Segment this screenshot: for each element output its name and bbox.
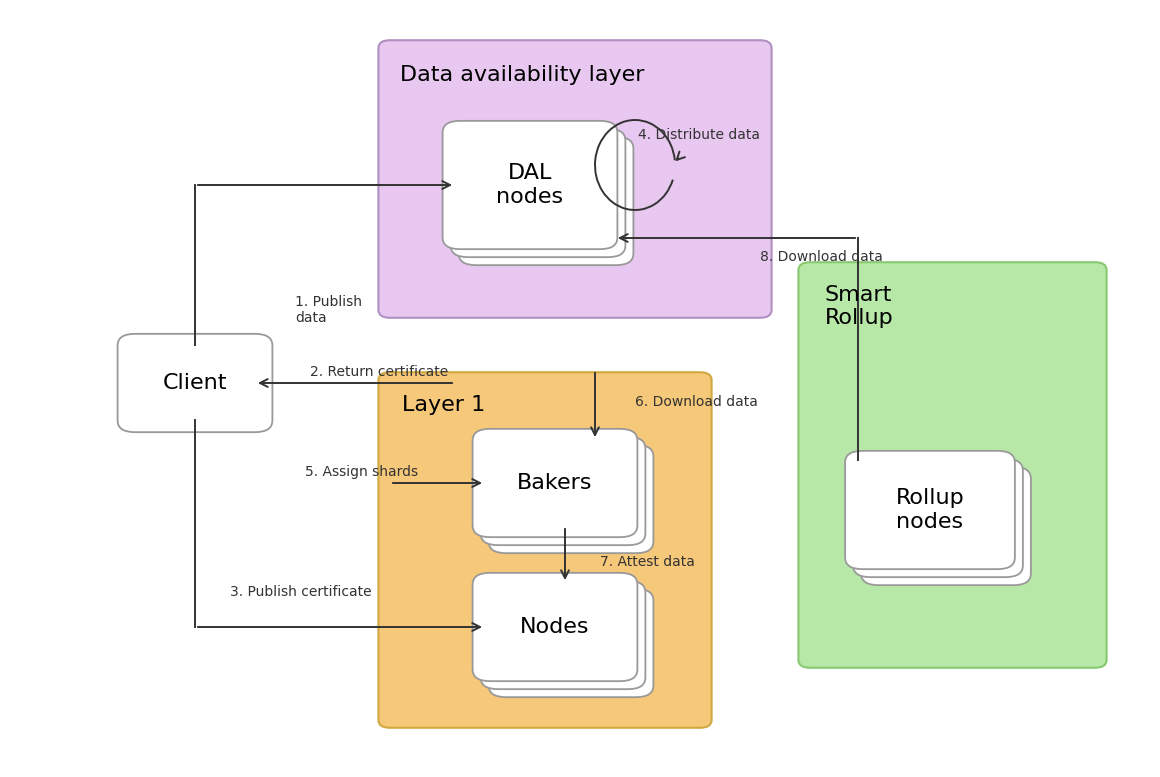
Text: 8. Download data: 8. Download data xyxy=(760,250,883,264)
FancyBboxPatch shape xyxy=(480,581,645,689)
Text: Smart
Rollup: Smart Rollup xyxy=(825,285,893,328)
Text: 7. Attest data: 7. Attest data xyxy=(600,555,695,569)
Text: Bakers: Bakers xyxy=(517,473,593,493)
Text: Layer 1: Layer 1 xyxy=(403,395,485,415)
Text: Nodes: Nodes xyxy=(520,617,589,637)
FancyBboxPatch shape xyxy=(458,137,633,265)
Text: DAL
nodes: DAL nodes xyxy=(496,163,564,207)
FancyBboxPatch shape xyxy=(488,589,653,697)
Text: 2. Return certificate: 2. Return certificate xyxy=(310,365,448,379)
Text: Client: Client xyxy=(162,373,227,393)
FancyBboxPatch shape xyxy=(853,459,1023,577)
FancyBboxPatch shape xyxy=(443,121,617,249)
FancyBboxPatch shape xyxy=(861,467,1031,585)
FancyBboxPatch shape xyxy=(846,451,1015,570)
FancyBboxPatch shape xyxy=(117,334,273,432)
FancyBboxPatch shape xyxy=(472,429,637,537)
FancyBboxPatch shape xyxy=(378,372,711,728)
Text: Rollup
nodes: Rollup nodes xyxy=(896,489,964,531)
Text: 3. Publish certificate: 3. Publish certificate xyxy=(230,585,371,599)
FancyBboxPatch shape xyxy=(450,129,625,257)
Text: 1. Publish
data: 1. Publish data xyxy=(295,295,362,326)
Text: Data availability layer: Data availability layer xyxy=(400,65,645,85)
FancyBboxPatch shape xyxy=(378,40,771,318)
FancyBboxPatch shape xyxy=(480,437,645,545)
FancyBboxPatch shape xyxy=(798,262,1107,667)
Text: 6. Download data: 6. Download data xyxy=(635,395,757,409)
Text: 4. Distribute data: 4. Distribute data xyxy=(638,128,760,142)
Text: 5. Assign shards: 5. Assign shards xyxy=(305,465,418,479)
FancyBboxPatch shape xyxy=(472,573,637,681)
FancyBboxPatch shape xyxy=(488,445,653,553)
